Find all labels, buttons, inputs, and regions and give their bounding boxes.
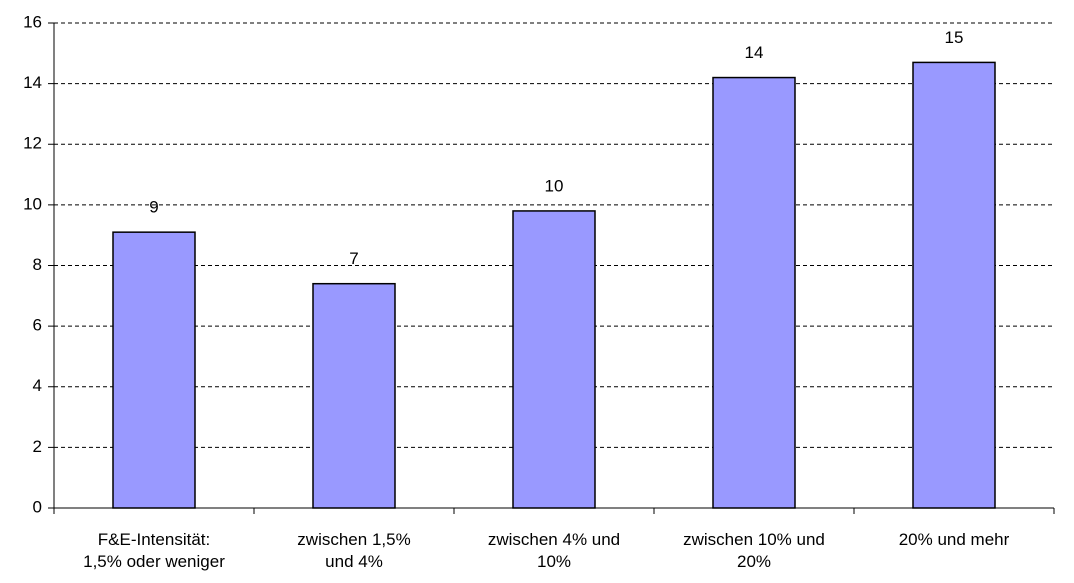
y-tick-label: 4 <box>33 376 42 395</box>
data-label: 9 <box>149 198 158 217</box>
y-tick-label: 16 <box>23 12 42 31</box>
y-tick-label: 8 <box>33 255 42 274</box>
data-label: 10 <box>545 176 564 195</box>
y-tick-label: 10 <box>23 194 42 213</box>
bar <box>912 61 996 509</box>
y-tick-label: 2 <box>33 437 42 456</box>
bar <box>512 210 596 509</box>
x-tick-label: zwischen 4% und 10% <box>487 530 621 571</box>
bar <box>712 76 796 509</box>
data-label: 7 <box>349 249 358 268</box>
y-tick-label: 14 <box>23 73 42 92</box>
bar <box>112 231 196 509</box>
data-label: 14 <box>745 43 764 62</box>
x-tick-label: zwischen 1,5% und 4% <box>297 530 411 571</box>
x-tick-label: zwischen 10% und 20% <box>683 530 825 571</box>
data-label: 15 <box>945 28 964 47</box>
x-tick-label: F&E-Intensität: 1,5% oder weniger <box>83 530 225 571</box>
y-tick-label: 6 <box>33 316 42 335</box>
x-tick-label: 20% und mehr <box>898 530 1010 549</box>
bar <box>312 282 396 509</box>
y-tick-label: 12 <box>23 134 42 153</box>
y-tick-label: 0 <box>33 497 42 516</box>
